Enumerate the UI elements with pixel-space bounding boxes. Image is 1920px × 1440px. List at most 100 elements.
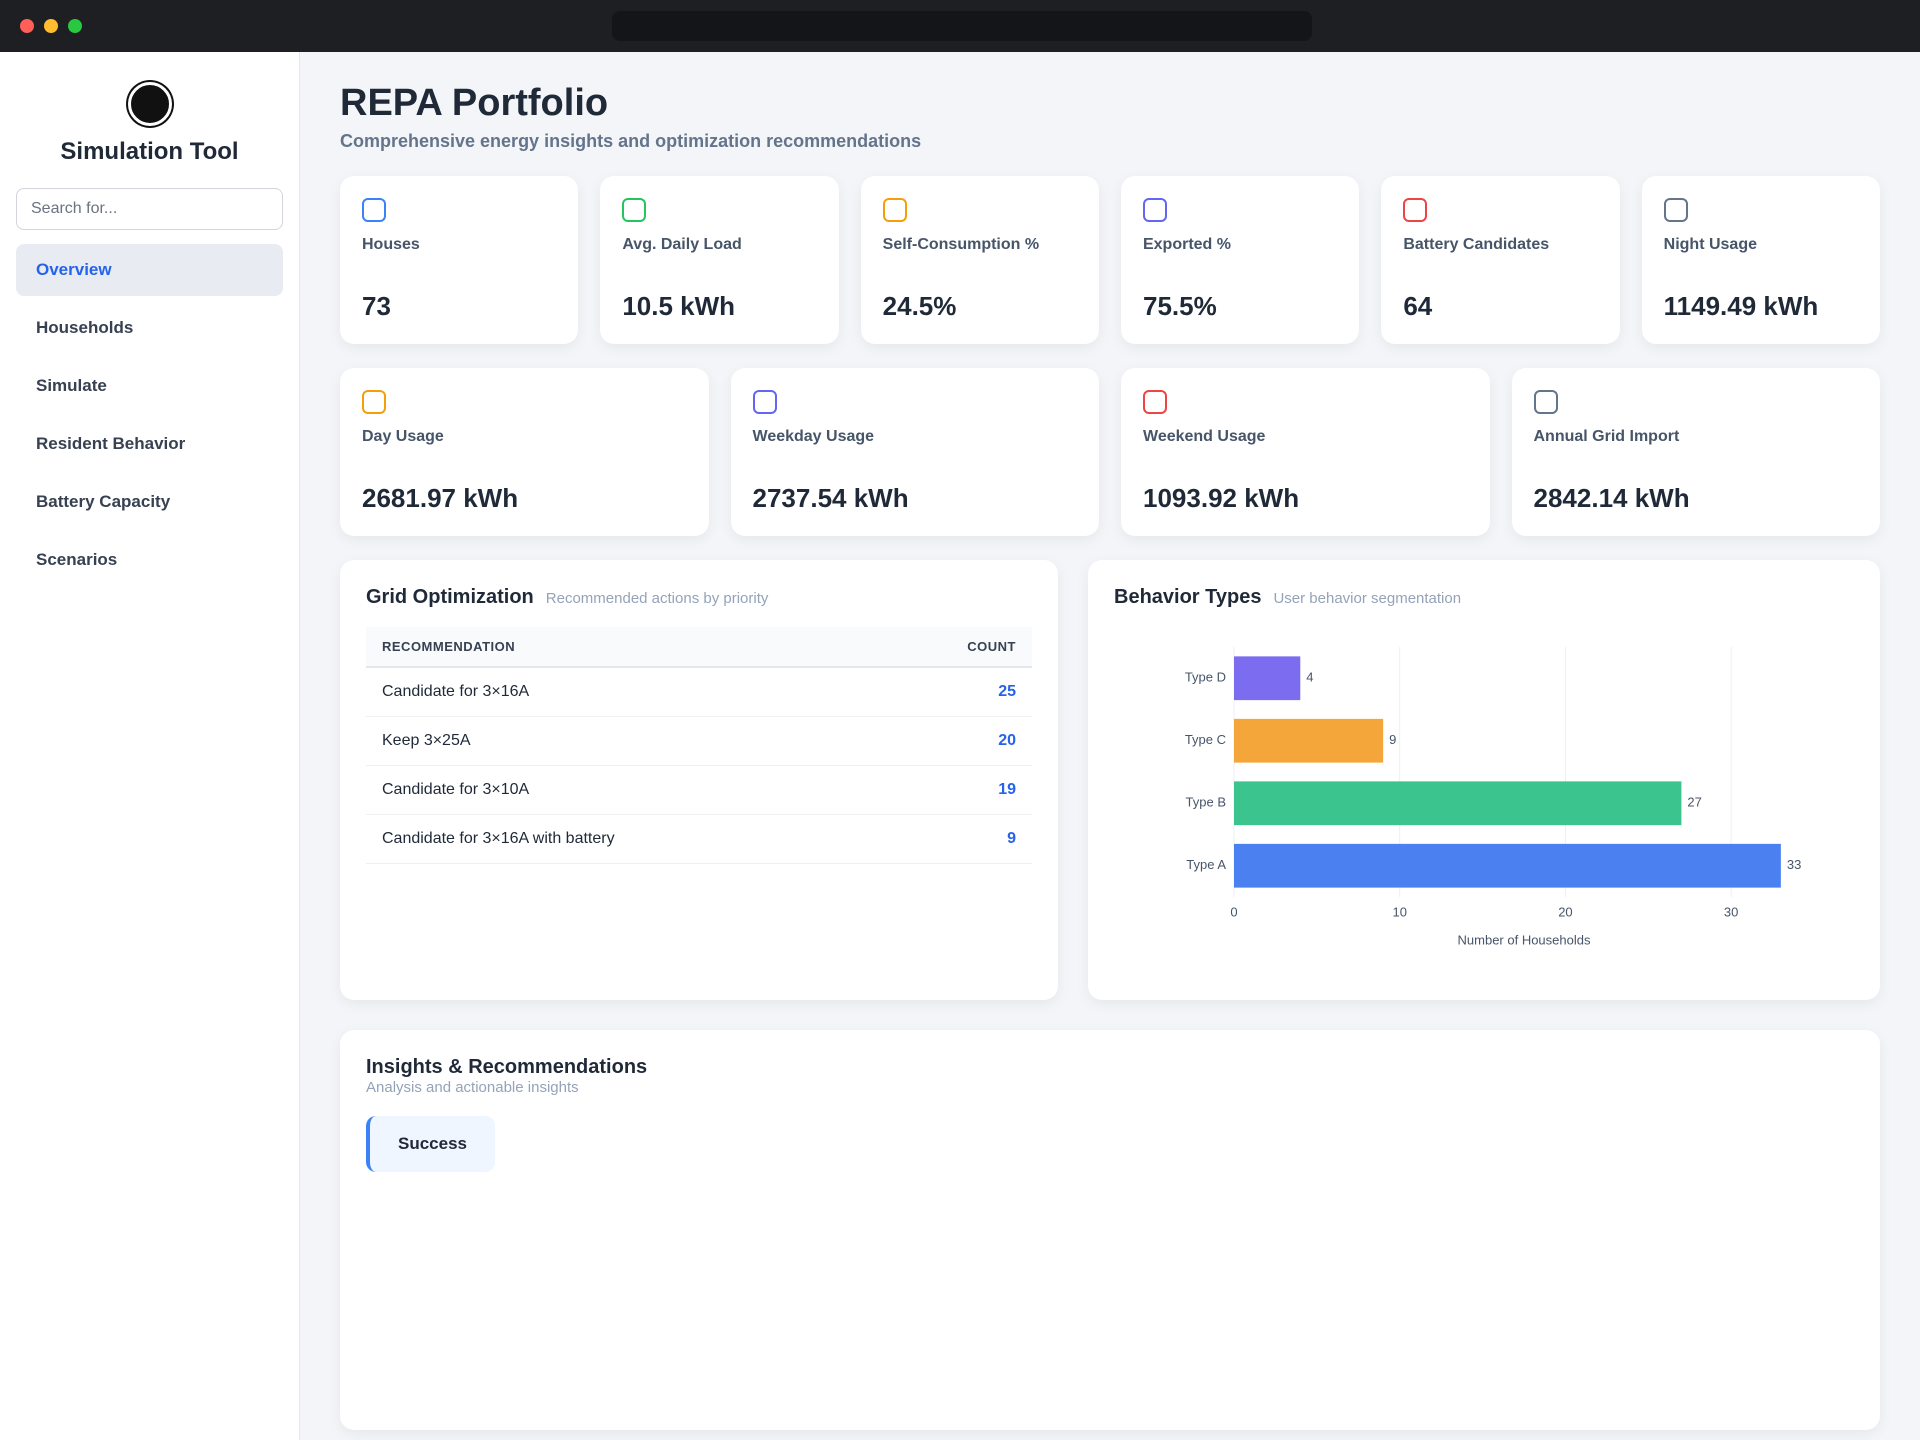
table-row: Candidate for 3×10A 19 [366, 765, 1032, 815]
x-axis-label: Number of Households [1458, 932, 1591, 947]
insight-cards: Success [366, 1096, 1854, 1172]
avatar [127, 82, 172, 126]
stat-label: Weekday Usage [752, 428, 875, 445]
column-header: RECOMMENDATION [366, 627, 877, 668]
panel-header: Behavior Types User behavior segmentatio… [1114, 586, 1854, 609]
panel-title: Grid Optimization [366, 586, 534, 608]
nav-item[interactable]: Resident Behavior [36, 434, 186, 453]
stat-icon [622, 198, 647, 222]
count-cell: 19 [876, 765, 1032, 815]
panel-header: Grid Optimization Recommended actions by… [366, 586, 1032, 609]
stat-icon [1143, 390, 1167, 414]
sidebar: Simulation Tool Search for... Overview Ho… [0, 52, 300, 1440]
app: Simulation Tool Search for... Overview Ho… [0, 52, 1920, 1440]
table-head: RECOMMENDATION COUNT [366, 627, 1032, 668]
panels: Grid Optimization Recommended actions by… [340, 560, 1880, 1000]
recommendation-table: RECOMMENDATION COUNT Candidate for 3×16A… [366, 627, 1032, 864]
panel-title: Insights & Recommendations [366, 1056, 648, 1078]
browser-toolbar [0, 0, 1920, 52]
main: REPA Portfolio Comprehensive energy insi… [300, 52, 1920, 1440]
panel-subtitle: Analysis and actionable insights [366, 1079, 579, 1096]
stat-card: Weekend Usage 1093.92 kWh [1121, 368, 1490, 536]
nav-item[interactable]: Simulate [36, 376, 107, 395]
bar [1234, 656, 1301, 701]
stat-card: Houses 73 [340, 176, 579, 344]
panel-subtitle: Recommended actions by priority [545, 590, 769, 607]
nav-list: Overview Households Simulate Resident Behav… [16, 244, 283, 586]
nav-item[interactable]: Households [36, 318, 134, 337]
insight-card: Success [366, 1116, 495, 1172]
address-bar[interactable] [612, 11, 1312, 41]
stat-icon [362, 198, 386, 222]
panel-subtitle: User behavior segmentation [1273, 590, 1462, 607]
column-header: COUNT [876, 627, 1032, 668]
table-body: Candidate for 3×16A 25 Keep 3×25A 20 Candida… [366, 667, 1032, 864]
stat-label: Battery Candidates [1403, 236, 1550, 253]
y-tick-label: Type A [1186, 857, 1226, 872]
search-input[interactable]: Search for... [16, 188, 283, 230]
stat-label: Annual Grid Import [1533, 428, 1680, 445]
stat-icon [1403, 198, 1428, 222]
stat-card: Weekday Usage 2737.54 kWh [730, 368, 1099, 536]
page-subtitle: Comprehensive energy insights and optimi… [340, 131, 922, 151]
stat-value: 1093.92 kWh [1143, 483, 1300, 513]
stat-label: Exported % [1142, 236, 1231, 253]
recommendation-cell: Keep 3×25A [366, 716, 877, 766]
close-button[interactable] [20, 19, 34, 33]
stat-icon [1142, 198, 1167, 222]
nav-item[interactable]: Overview [16, 244, 283, 296]
data-label: 9 [1389, 732, 1396, 747]
stat-value: 73 [362, 291, 391, 321]
stat-icon [752, 390, 777, 414]
y-tick-label: Type C [1185, 732, 1226, 747]
stat-icon [1533, 390, 1558, 414]
x-tick-label: 30 [1724, 904, 1738, 919]
stat-card: Battery Candidates 64 [1381, 176, 1620, 344]
count-cell: 25 [876, 667, 1032, 717]
bar-chart: 0 10 20 30 Number of Households Type D 4 Type C… [1185, 647, 1801, 947]
data-label: 4 [1306, 670, 1313, 685]
stat-value: 1149.49 kWh [1663, 291, 1819, 321]
x-tick-label: 20 [1558, 904, 1572, 919]
stat-card: Self-Consumption % 24.5% [860, 176, 1099, 344]
stat-card: Annual Grid Import 2842.14 kWh [1511, 368, 1880, 536]
stat-icon [362, 390, 386, 414]
count-cell: 20 [876, 716, 1032, 766]
recommendation-cell: Candidate for 3×10A [366, 765, 877, 815]
minimize-button[interactable] [44, 19, 58, 33]
sidebar-title: Simulation Tool [60, 138, 239, 165]
stat-label: Day Usage [362, 428, 444, 445]
recommendation-cell: Candidate for 3×16A with battery [366, 814, 877, 864]
y-tick-label: Type D [1185, 670, 1226, 685]
maximize-button[interactable] [68, 19, 82, 33]
bar [1234, 781, 1682, 826]
stat-value: 10.5 kWh [622, 291, 736, 321]
stat-icon [1663, 198, 1688, 222]
panel-title: Behavior Types [1114, 586, 1262, 608]
nav-item[interactable]: Battery Capacity [36, 492, 171, 511]
table-row: Candidate for 3×16A 25 [366, 667, 1032, 717]
header-row: RECOMMENDATION COUNT [366, 627, 1032, 668]
page-title: REPA Portfolio [340, 82, 609, 124]
stat-card: Exported % 75.5% [1120, 176, 1360, 344]
x-tick-label: 10 [1392, 904, 1406, 919]
stat-value: 24.5% [882, 291, 957, 321]
stat-label: Weekend Usage [1143, 428, 1266, 445]
behavior-panel: Behavior Types User behavior segmentatio… [1088, 560, 1880, 1000]
stat-value: 2737.54 kWh [752, 483, 909, 513]
stat-card: Night Usage 1149.49 kWh [1641, 176, 1880, 344]
data-label: 33 [1787, 857, 1801, 872]
bar [1234, 718, 1384, 763]
stat-card: Day Usage 2681.97 kWh [340, 368, 709, 536]
stats-row: Houses 73 Avg. Daily Load 10.5 kWh Self-Cons… [340, 176, 1880, 344]
insights-panel: Insights & Recommendations Analysis and … [340, 1030, 1880, 1430]
table-row: Keep 3×25A 20 [366, 716, 1032, 766]
stats-row: Day Usage 2681.97 kWh Weekday Usage 2737.54… [340, 368, 1880, 536]
table-row: Candidate for 3×16A with battery 9 [366, 814, 1032, 864]
nav-item[interactable]: Scenarios [36, 550, 118, 569]
count-cell: 9 [876, 814, 1032, 864]
stat-value: 75.5% [1142, 291, 1217, 321]
stat-label: Avg. Daily Load [622, 236, 742, 253]
